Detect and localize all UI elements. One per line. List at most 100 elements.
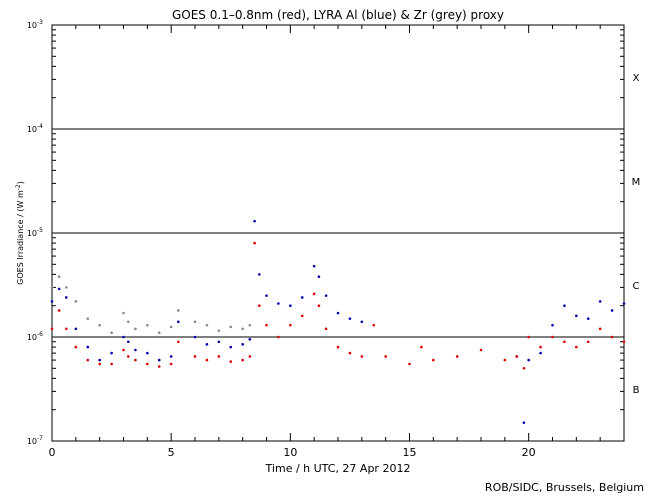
data-point [229, 325, 233, 329]
data-point [384, 355, 387, 358]
flare-class-label: C [633, 281, 640, 292]
data-point [248, 355, 252, 358]
data-point [205, 343, 209, 346]
data-point [74, 327, 78, 331]
data-point [348, 351, 352, 355]
data-points [50, 219, 626, 424]
data-point [324, 327, 328, 331]
data-point [57, 309, 61, 312]
data-point [98, 358, 101, 362]
y-tick-label: 10-6 [27, 331, 43, 342]
data-point [598, 327, 602, 331]
flare-class-label: B [633, 385, 640, 396]
data-point [193, 335, 197, 339]
y-axis-label: GOES Irradiance / (W m-2) [15, 181, 25, 285]
data-point [277, 302, 280, 305]
data-point [522, 421, 526, 424]
data-point [86, 358, 90, 362]
data-point [193, 320, 197, 324]
data-point [110, 362, 113, 366]
data-point [126, 355, 130, 358]
data-point [317, 275, 321, 279]
data-point [86, 345, 90, 349]
data-point [217, 355, 221, 358]
data-point [610, 309, 614, 312]
data-point [563, 304, 566, 307]
data-point [74, 345, 78, 349]
x-tick-label: 0 [49, 446, 56, 459]
data-point [205, 358, 209, 362]
data-point [551, 335, 554, 339]
x-tick-label: 20 [522, 446, 536, 459]
data-point [241, 358, 244, 362]
x-tick-label: 10 [283, 446, 297, 459]
data-point [258, 304, 261, 307]
y-tick-label: 10-4 [27, 123, 43, 134]
flare-class-label: X [633, 73, 640, 84]
data-point [300, 314, 304, 318]
data-point [98, 323, 101, 327]
data-point [169, 355, 173, 358]
data-point [312, 292, 316, 296]
chart-title: GOES 0.1–0.8nm (red), LYRA Al (blue) & Z… [172, 8, 504, 22]
data-point [241, 343, 244, 346]
data-point [575, 345, 578, 349]
data-point [122, 335, 125, 339]
data-point [348, 317, 352, 320]
credit-text: ROB/SIDC, Brussels, Belgium [484, 481, 644, 494]
data-point [289, 323, 292, 327]
data-point [248, 338, 252, 341]
y-axis-label-close: ) [16, 181, 25, 184]
data-point [146, 362, 149, 366]
data-point [372, 323, 376, 327]
data-point [169, 325, 173, 329]
data-point [420, 345, 423, 349]
data-point [253, 219, 256, 223]
data-point [205, 323, 209, 327]
data-point [177, 320, 180, 324]
data-point [258, 273, 261, 276]
y-tick-label: 10-5 [27, 227, 43, 238]
data-point [317, 304, 321, 307]
y-tick-label: 10-7 [27, 435, 43, 446]
data-point [50, 300, 54, 303]
flare-class-label: M [632, 177, 641, 188]
data-point [586, 317, 590, 320]
data-point [598, 300, 602, 303]
y-axis-label-main: GOES Irradiance / (W m [16, 190, 25, 285]
data-point [229, 360, 233, 363]
data-point [98, 362, 101, 366]
y-axis-label-unit-exp: -2 [15, 184, 22, 190]
data-point [193, 355, 197, 358]
data-point [134, 327, 137, 331]
data-point [522, 367, 526, 370]
data-point [217, 329, 221, 332]
data-point [289, 304, 292, 307]
data-point [57, 287, 61, 291]
data-point [169, 362, 173, 366]
data-point [122, 311, 125, 315]
data-point [575, 314, 578, 318]
data-point [177, 309, 180, 312]
data-point [622, 302, 626, 305]
x-axis-label: Time / h UTC, 27 Apr 2012 [265, 462, 411, 475]
data-point [74, 300, 78, 303]
data-point [479, 348, 483, 352]
data-point [134, 358, 137, 362]
data-point [248, 323, 252, 327]
data-point [217, 340, 221, 344]
data-point [253, 241, 256, 245]
data-point [110, 351, 113, 355]
data-point [527, 358, 530, 362]
data-point [126, 340, 130, 344]
data-point [157, 331, 161, 334]
data-point [300, 296, 304, 299]
data-point [563, 340, 566, 344]
flare-class-lines [52, 128, 624, 338]
data-point [622, 340, 626, 344]
data-point [432, 358, 435, 362]
y-axis: 10-7 10-6 10-5 10-4 10-3 [27, 19, 624, 446]
data-point [241, 327, 244, 331]
data-point [146, 323, 149, 327]
